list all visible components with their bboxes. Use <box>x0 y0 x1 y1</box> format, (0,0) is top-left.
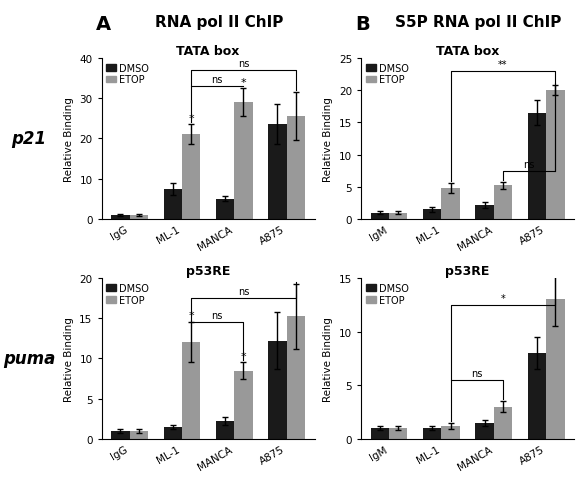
Title: TATA box: TATA box <box>436 44 499 58</box>
Text: *: * <box>188 114 194 124</box>
Legend: DMSO, ETOP: DMSO, ETOP <box>366 63 408 85</box>
Bar <box>528 353 546 439</box>
Bar <box>111 216 129 220</box>
Text: ns: ns <box>471 368 483 379</box>
Bar <box>269 125 287 220</box>
Bar <box>441 189 460 220</box>
Text: RNA pol II ChIP: RNA pol II ChIP <box>154 15 283 30</box>
Y-axis label: Relative Binding: Relative Binding <box>323 97 333 182</box>
Bar <box>423 428 441 439</box>
Y-axis label: Relative Binding: Relative Binding <box>64 97 74 182</box>
Text: ns: ns <box>238 59 249 69</box>
Y-axis label: Relative Binding: Relative Binding <box>64 316 74 401</box>
Text: S5P RNA pol II ChIP: S5P RNA pol II ChIP <box>395 15 561 30</box>
Y-axis label: Relative Binding: Relative Binding <box>323 316 333 401</box>
Legend: DMSO, ETOP: DMSO, ETOP <box>106 283 149 305</box>
Text: ns: ns <box>212 311 223 321</box>
Text: *: * <box>241 351 246 361</box>
Bar <box>546 91 564 220</box>
Bar <box>546 300 564 439</box>
Bar <box>129 431 148 439</box>
Bar <box>216 421 234 439</box>
Bar <box>111 431 129 439</box>
Bar <box>494 186 512 220</box>
Text: p21: p21 <box>12 130 46 148</box>
Bar <box>164 427 182 439</box>
Bar <box>182 343 200 439</box>
Bar <box>216 200 234 220</box>
Legend: DMSO, ETOP: DMSO, ETOP <box>106 63 149 85</box>
Title: p53RE: p53RE <box>186 264 230 277</box>
Text: ns: ns <box>524 160 535 170</box>
Bar <box>371 213 389 220</box>
Text: B: B <box>355 15 370 34</box>
Title: p53RE: p53RE <box>445 264 490 277</box>
Bar <box>389 213 407 220</box>
Bar <box>476 423 494 439</box>
Legend: DMSO, ETOP: DMSO, ETOP <box>366 283 408 305</box>
Bar <box>234 371 253 439</box>
Bar <box>441 427 460 439</box>
Bar <box>423 210 441 220</box>
Bar <box>371 428 389 439</box>
Text: puma: puma <box>3 350 55 367</box>
Text: *: * <box>188 311 194 321</box>
Bar <box>269 341 287 439</box>
Bar <box>494 407 512 439</box>
Text: A: A <box>96 15 111 34</box>
Text: *: * <box>241 78 246 88</box>
Bar <box>476 205 494 220</box>
Text: *: * <box>501 293 505 304</box>
Bar <box>389 428 407 439</box>
Text: ns: ns <box>238 287 249 297</box>
Text: ns: ns <box>212 75 223 85</box>
Bar <box>164 189 182 220</box>
Bar <box>129 216 148 220</box>
Text: **: ** <box>498 60 508 70</box>
Bar <box>234 103 253 220</box>
Title: TATA box: TATA box <box>176 44 240 58</box>
Bar <box>287 117 305 220</box>
Bar <box>528 113 546 220</box>
Bar <box>287 317 305 439</box>
Bar <box>182 135 200 220</box>
